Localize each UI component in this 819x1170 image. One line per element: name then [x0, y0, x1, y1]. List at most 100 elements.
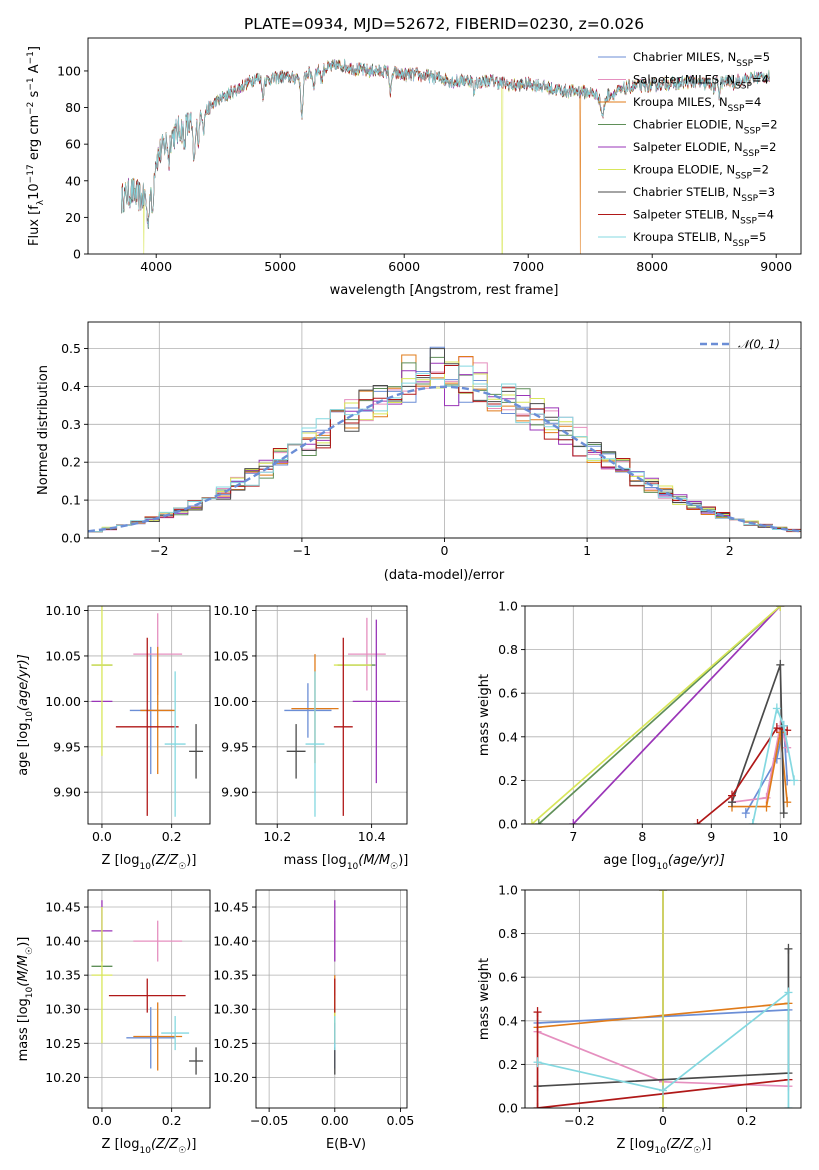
legend-entry-part: =4	[744, 95, 761, 109]
y-axis-label-part: 10	[25, 986, 35, 998]
normal-curve	[88, 385, 801, 533]
x-axis-label-part: 10	[656, 862, 668, 872]
y-tick-label: 9.90	[221, 785, 249, 800]
y-tick-label: 10.40	[213, 934, 249, 949]
weight-line	[531, 606, 781, 824]
legend-entry-part: =2	[761, 118, 778, 132]
x-tick-label: 8	[638, 829, 646, 844]
y-axis-label-part: λ	[36, 199, 46, 205]
legend-entry: Chabrier STELIB, NSSP=3	[633, 185, 775, 204]
legend-entry-part: Kroupa ELODIE, N	[633, 163, 735, 177]
x-axis-label-part: (M/M	[358, 853, 390, 868]
y-tick-label: 10.30	[213, 1002, 249, 1017]
mass-vs-extinction-frame	[255, 889, 408, 1109]
y-tick-label: 10.30	[45, 1002, 81, 1017]
legend-entry: Kroupa STELIB, NSSP=5	[633, 230, 766, 249]
y-tick-label: 1.0	[498, 599, 518, 614]
x-axis-label-part: Z [log	[617, 1137, 655, 1152]
y-tick-label: 80	[65, 100, 81, 115]
legend-entry-part: =5	[749, 230, 766, 244]
legend-entry-part: =2	[752, 163, 769, 177]
legend-entry: Kroupa ELODIE, NSSP=2	[633, 163, 769, 182]
x-axis-label-part: Z [log	[102, 1137, 140, 1152]
y-tick-label: 10.45	[45, 900, 81, 915]
legend-entry: Chabrier ELODIE, NSSP=2	[633, 118, 778, 137]
age-vs-mass-frame	[255, 605, 408, 825]
y-tick-label: 1.0	[498, 883, 518, 898]
x-tick-label: 6000	[388, 259, 420, 274]
y-tick-label: 100	[57, 63, 81, 78]
y-axis-label: mass weight	[477, 958, 492, 1040]
x-tick-label: 7000	[512, 259, 544, 274]
x-tick-label: −0.2	[564, 1113, 594, 1128]
y-tick-label: 10.10	[213, 603, 249, 618]
mass-vs-metallicity-axes: 0.0 0.2 10.20 10.25 10.30 10.35 10.40 10.45 Z [l…	[16, 889, 211, 1156]
y-axis-label-part: 10	[25, 711, 35, 723]
legend-entry-part: SSP	[741, 194, 758, 204]
age-vs-metallicity-plot-area	[91, 606, 204, 817]
x-axis-label-part: ☉	[693, 1146, 701, 1156]
legend-entry-part: SSP	[744, 127, 761, 137]
y-axis-label-part: )]	[16, 937, 31, 947]
legend-entry-part: SSP	[733, 239, 750, 249]
x-axis-label-part: )]	[186, 1137, 196, 1152]
x-axis-label-part: (age/yr)]	[668, 853, 725, 868]
weight-line	[572, 606, 781, 824]
legend-entry-part: Chabrier STELIB, N	[633, 185, 741, 199]
legend-entry: Salpeter ELODIE, NSSP=2	[633, 140, 776, 159]
legend-entry-part: Chabrier MILES, N	[633, 50, 736, 64]
legend-entry-part: SSP	[743, 149, 760, 159]
x-tick-label: 0.2	[737, 1113, 757, 1128]
y-axis-label-part: (M/M	[16, 955, 31, 987]
x-tick-label: 0.05	[387, 1113, 415, 1128]
legend-entry-part: SSP	[735, 82, 752, 92]
mass-vs-metallicity-frame	[87, 889, 211, 1109]
x-axis-label-part: Z [log	[102, 853, 140, 868]
x-tick-label: −2	[150, 543, 168, 558]
x-axis-label-part: 10	[654, 1146, 666, 1156]
legend-entry-part: =5	[753, 50, 770, 64]
x-tick-label: 10.4	[358, 829, 386, 844]
y-tick-label: 9.95	[53, 739, 81, 754]
legend-entry-part: =2	[760, 140, 777, 154]
age-vs-mass-plot-area	[284, 617, 400, 817]
x-axis-label: (data-model)/error	[384, 568, 505, 583]
y-tick-label: 10.20	[213, 1070, 249, 1085]
x-tick-label: 2	[726, 543, 734, 558]
weight-line	[751, 705, 795, 824]
y-tick-label: 9.95	[221, 739, 249, 754]
y-tick-label: 10.05	[213, 648, 249, 663]
x-axis-label-part: (Z/Z	[151, 1137, 179, 1152]
y-tick-label: 0.0	[61, 531, 81, 546]
residuals-plot-area	[88, 346, 801, 538]
legend-entry-part: =3	[758, 185, 775, 199]
weight-line	[731, 725, 789, 804]
legend-entry: Salpeter STELIB, NSSP=4	[633, 208, 774, 227]
legend-entry-part: =4	[757, 208, 774, 222]
weight-vs-metallicity-frame	[524, 889, 802, 1109]
x-tick-label: 0.0	[92, 1113, 112, 1128]
y-tick-label: 10.35	[213, 968, 249, 983]
x-tick-label: −0.05	[250, 1113, 288, 1128]
y-tick-label: 0.2	[61, 455, 81, 470]
spectrum-axes: 4000 5000 6000 7000 8000 9000 0 20 40 60 80 100 wave…	[26, 37, 802, 298]
x-tick-label: 0	[441, 543, 449, 558]
x-tick-label: 9000	[760, 259, 792, 274]
x-axis-label-part: 10	[347, 862, 359, 872]
y-tick-label: 0.6	[498, 686, 518, 701]
spectrum-line	[121, 59, 771, 254]
x-tick-label: −1	[293, 543, 311, 558]
y-axis-label-part: s	[27, 90, 42, 101]
y-tick-label: 0	[73, 247, 81, 262]
x-axis-label-part: 10	[139, 1146, 151, 1156]
spectrum-line	[121, 59, 771, 228]
y-tick-label: 10.00	[45, 694, 81, 709]
y-tick-label: 0.8	[498, 926, 518, 941]
y-tick-label: 60	[65, 137, 81, 152]
weight-line	[537, 990, 790, 1108]
y-tick-label: 0.0	[498, 817, 518, 832]
y-tick-label: 0.0	[498, 1101, 518, 1116]
y-axis-label-part: Flux [f	[27, 205, 42, 246]
